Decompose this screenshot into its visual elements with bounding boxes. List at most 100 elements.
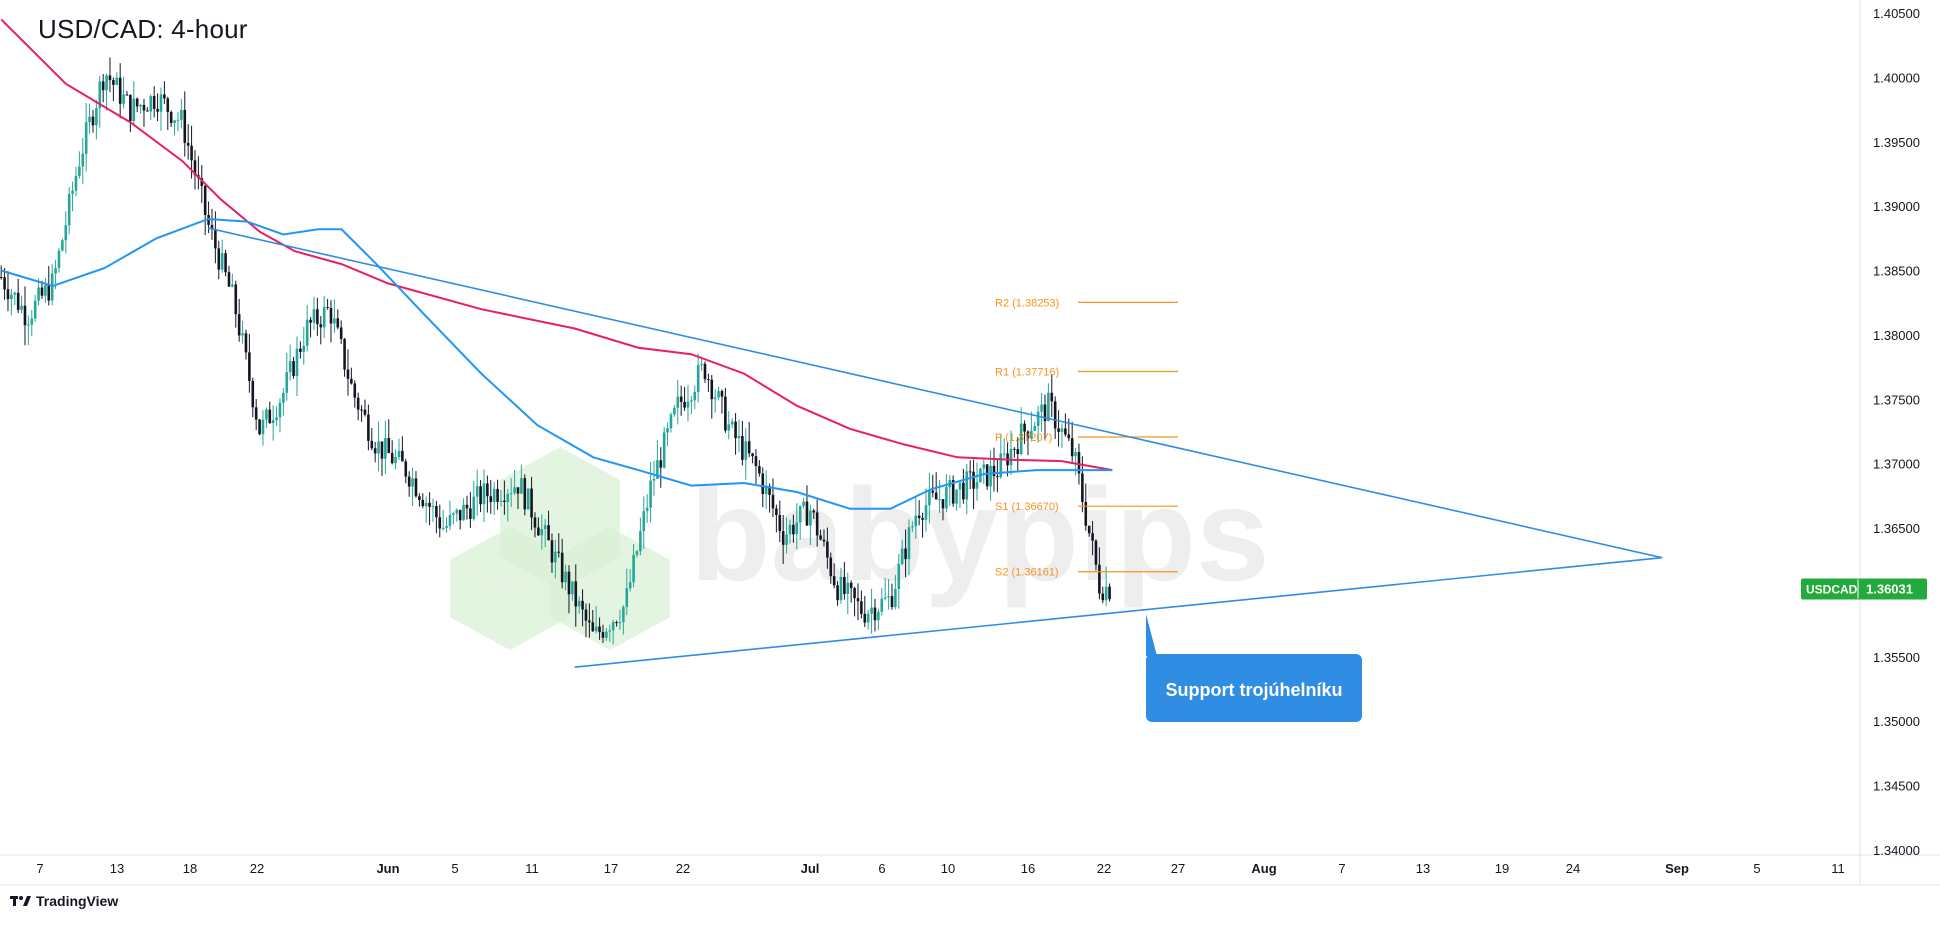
candle-body [832, 576, 836, 586]
candle-body [992, 465, 996, 477]
candle-body [50, 273, 54, 301]
time-tick-label: 13 [1416, 861, 1430, 876]
candle-body [747, 441, 751, 454]
candle-body [176, 119, 180, 121]
candle-body [669, 414, 673, 429]
candle-body [57, 250, 61, 269]
candle-body [224, 253, 227, 273]
candle-body [350, 378, 353, 384]
price-tag-value: 1.36031 [1866, 581, 1913, 596]
candle-body [659, 460, 663, 468]
candle-body [411, 478, 414, 487]
candle-body [911, 526, 914, 528]
candle-body [428, 502, 431, 507]
candle-body [407, 476, 411, 487]
candle-body [64, 225, 68, 241]
pivot-label: S1 (1.36670) [995, 501, 1059, 513]
candle-body [329, 307, 333, 324]
candle-body [775, 508, 778, 516]
candle-body [203, 185, 207, 215]
candle-body [1077, 452, 1081, 474]
candle-body [363, 409, 367, 415]
chart-title: USD/CAD: 4-hour [38, 14, 248, 44]
candle-body [462, 504, 465, 521]
candle-body [958, 482, 962, 490]
candle-body [326, 306, 329, 308]
candle-body [856, 598, 860, 602]
candle-body [3, 277, 6, 290]
candle-body [652, 478, 656, 481]
candle-body [894, 589, 897, 607]
candle-body [792, 524, 795, 535]
candle-body [945, 487, 948, 509]
annotation-callout[interactable]: Support trojúhelníku [1146, 614, 1362, 722]
candle-body [1081, 473, 1084, 502]
pivot-label: R2 (1.38253) [995, 297, 1059, 309]
price-tick-label: 1.39500 [1873, 135, 1920, 150]
candle-body [1019, 423, 1023, 455]
candle-body [724, 396, 727, 431]
ma-fast-line [0, 18, 1113, 472]
candle-body [78, 166, 81, 176]
candle-body [717, 391, 720, 398]
candle-body [608, 630, 612, 632]
time-tick-label: 22 [250, 861, 264, 876]
candle-body [673, 407, 676, 415]
time-tick-label: 18 [183, 861, 197, 876]
price-tick-label: 1.40500 [1873, 6, 1920, 21]
candle-body [305, 319, 309, 346]
candle-body [744, 441, 748, 460]
candle-body [788, 524, 792, 535]
candle-body [822, 539, 826, 542]
candle-body [149, 96, 153, 112]
candle-body [1108, 586, 1111, 600]
time-tick-label: 22 [676, 861, 690, 876]
candle-body [414, 478, 418, 497]
candle-body [761, 473, 765, 494]
candle-body [373, 448, 377, 454]
tradingview-footer[interactable]: TradingView [10, 893, 118, 909]
price-tick-label: 1.37500 [1873, 392, 1920, 407]
candle-body [499, 500, 503, 502]
candle-body [720, 391, 724, 397]
candle-body [503, 500, 506, 502]
candle-body [16, 292, 20, 310]
candle-body [173, 120, 176, 124]
candle-body [853, 588, 856, 599]
time-axis[interactable]: 7 13 18 22 Jun 5 11 17 22 Jul 6 10 16 22 27 Aug 7 13 19 24 S… [36, 861, 1844, 876]
candle-body [61, 240, 64, 251]
callout-box [1146, 654, 1362, 722]
candle-body [554, 551, 557, 563]
candle-body [275, 417, 278, 421]
price-axis[interactable]: 1.40500 1.40000 1.39500 1.39000 1.38500 1.380… [1801, 6, 1927, 858]
time-tick-label: 5 [451, 861, 458, 876]
candle-body [907, 527, 911, 560]
candle-body [785, 534, 788, 545]
trendlines[interactable] [208, 227, 1663, 668]
candle-body [431, 506, 435, 508]
candle-body [982, 464, 986, 469]
candle-body [645, 507, 649, 512]
candle-body [469, 508, 472, 520]
candle-body [537, 527, 540, 536]
candle-body [768, 486, 771, 495]
candle-body [319, 324, 323, 328]
callout-text: Support trojúhelníku [1166, 680, 1343, 700]
candle-body [798, 506, 802, 523]
candle-body [815, 512, 819, 536]
price-tick-label: 1.35500 [1873, 650, 1920, 665]
candle-body [550, 540, 554, 563]
candle-body [941, 499, 945, 509]
candle-body [30, 318, 34, 325]
candle-body [598, 626, 601, 633]
candle-body [339, 327, 343, 340]
candle-body [1043, 404, 1047, 422]
candle-body [23, 305, 27, 326]
candle-body [241, 333, 244, 336]
candle-body [180, 109, 183, 120]
candle-body [33, 300, 37, 319]
candle-body [666, 428, 669, 433]
candle-body [802, 501, 805, 507]
candle-body [1036, 411, 1040, 426]
